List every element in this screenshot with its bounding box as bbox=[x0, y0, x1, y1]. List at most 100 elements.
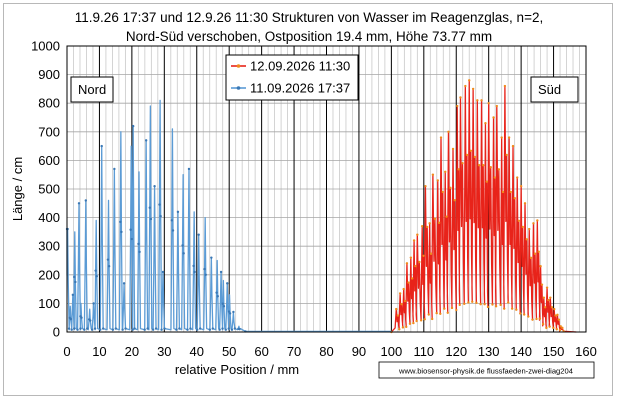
y-tick-label: 200 bbox=[38, 267, 60, 282]
data-point bbox=[203, 267, 206, 271]
data-point bbox=[221, 327, 224, 330]
data-point bbox=[131, 328, 134, 331]
x-tick-label: 110 bbox=[413, 344, 434, 359]
data-point bbox=[507, 136, 511, 139]
watermark-box bbox=[378, 361, 595, 379]
data-point bbox=[441, 190, 444, 194]
data-point bbox=[228, 312, 232, 315]
data-point bbox=[538, 317, 542, 320]
data-point bbox=[485, 180, 489, 183]
data-point bbox=[77, 202, 81, 205]
data-point bbox=[86, 327, 89, 330]
data-point bbox=[119, 220, 122, 224]
data-point bbox=[131, 124, 135, 128]
y-axis-label: Länge / cm bbox=[10, 157, 25, 221]
data-point bbox=[401, 326, 405, 329]
annotation-nord: Nord bbox=[70, 76, 114, 103]
data-point bbox=[227, 327, 230, 330]
data-point bbox=[170, 219, 174, 222]
data-point bbox=[484, 122, 487, 125]
data-point bbox=[522, 313, 526, 316]
chart-title-line-1: 11.9.26 17:37 und 12.9.26 11:30 Struktur… bbox=[74, 10, 544, 25]
data-point bbox=[477, 164, 481, 167]
data-point bbox=[395, 307, 398, 311]
data-point bbox=[114, 327, 118, 330]
annotation-sued: Süd bbox=[530, 76, 579, 103]
data-point bbox=[398, 328, 401, 331]
data-point bbox=[561, 326, 564, 330]
data-point bbox=[148, 206, 151, 209]
data-point bbox=[92, 302, 95, 305]
watermark-text: www.biosensor-physik.de flussfaeden-zwei… bbox=[398, 367, 573, 376]
data-point bbox=[144, 139, 148, 142]
data-point bbox=[407, 281, 410, 284]
data-point bbox=[120, 230, 123, 234]
data-point bbox=[424, 184, 427, 188]
data-point bbox=[558, 328, 562, 332]
y-tick-label: 500 bbox=[38, 182, 60, 197]
data-point bbox=[226, 282, 229, 285]
x-tick-label: 0 bbox=[63, 344, 70, 359]
data-point bbox=[481, 164, 485, 167]
data-point bbox=[545, 286, 549, 289]
data-point bbox=[76, 328, 79, 331]
data-point bbox=[515, 308, 518, 311]
data-point bbox=[204, 273, 207, 276]
data-point bbox=[529, 256, 533, 260]
y-tick-label: 700 bbox=[38, 124, 60, 139]
data-point bbox=[408, 322, 412, 325]
data-point bbox=[171, 229, 175, 232]
x-tick-label: 160 bbox=[575, 344, 597, 359]
data-point bbox=[193, 270, 196, 274]
legend: 12.09.2026 11:30 11.09.2026 17:37 bbox=[225, 54, 359, 101]
chart-title-line-2: Nord-Süd verschoben, Ostposition 19.4 mm… bbox=[125, 29, 493, 44]
data-point bbox=[222, 305, 226, 308]
data-point bbox=[138, 250, 141, 254]
data-point bbox=[420, 224, 424, 228]
data-point bbox=[100, 144, 103, 148]
data-point bbox=[187, 167, 191, 171]
data-point bbox=[519, 184, 523, 188]
data-point bbox=[178, 327, 181, 330]
data-point bbox=[143, 328, 146, 331]
data-point bbox=[405, 262, 409, 265]
x-tick-label: 150 bbox=[543, 344, 565, 359]
data-point bbox=[230, 328, 234, 331]
data-point bbox=[422, 254, 425, 258]
data-point bbox=[443, 307, 446, 310]
data-point bbox=[535, 317, 538, 321]
data-point bbox=[90, 328, 94, 331]
data-point bbox=[492, 116, 495, 119]
legend-marker bbox=[236, 64, 241, 68]
data-point bbox=[457, 168, 460, 171]
data-point bbox=[153, 184, 156, 188]
data-point bbox=[149, 217, 153, 221]
data-point bbox=[238, 327, 241, 331]
data-point bbox=[559, 325, 562, 328]
annotation-box bbox=[70, 76, 114, 103]
data-point bbox=[411, 277, 414, 280]
data-point bbox=[69, 317, 73, 321]
data-point bbox=[158, 203, 161, 206]
data-point bbox=[547, 298, 550, 302]
y-tick-label: 100 bbox=[38, 296, 60, 311]
data-point bbox=[418, 260, 421, 264]
data-point bbox=[480, 99, 483, 102]
y-tick-label: 400 bbox=[38, 210, 60, 225]
data-point bbox=[532, 222, 535, 225]
series-line bbox=[66, 99, 392, 333]
data-point bbox=[450, 306, 454, 310]
series-red bbox=[390, 79, 577, 334]
data-point bbox=[396, 314, 400, 317]
data-point bbox=[428, 222, 431, 225]
data-point bbox=[415, 319, 418, 323]
data-point bbox=[124, 327, 127, 330]
legend-item: 11.09.2026 17:37 bbox=[231, 81, 350, 96]
data-point bbox=[208, 328, 212, 331]
data-point bbox=[151, 328, 155, 331]
data-point bbox=[507, 301, 510, 304]
data-point bbox=[497, 168, 501, 171]
data-point bbox=[464, 84, 467, 88]
data-point bbox=[491, 303, 494, 306]
data-point bbox=[233, 327, 237, 330]
